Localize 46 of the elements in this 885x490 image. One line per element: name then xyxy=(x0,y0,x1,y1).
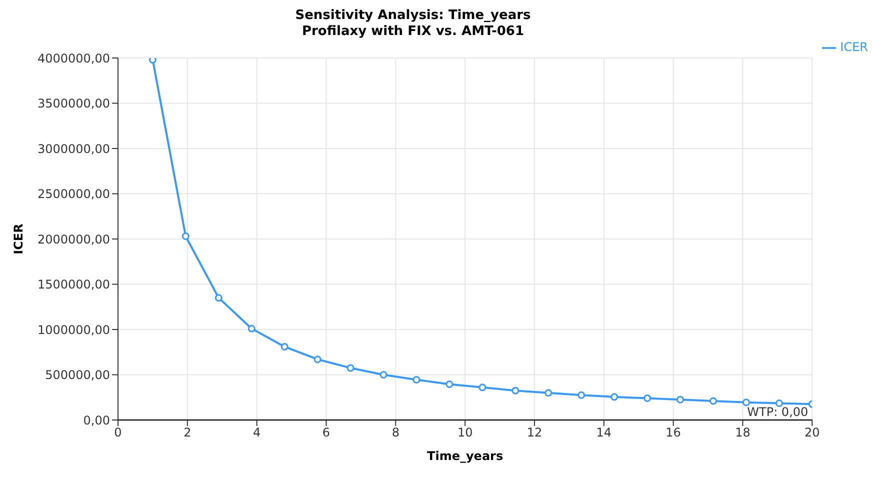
y-axis-title: ICER xyxy=(11,224,26,254)
ref-line-label: WTP: 0,00 xyxy=(747,405,808,419)
point xyxy=(280,342,288,350)
x-tick-label: 18 xyxy=(735,426,750,440)
point xyxy=(346,364,354,372)
y-tick-label: 1500000,00 xyxy=(37,278,110,292)
x-tick-label: 14 xyxy=(596,426,612,440)
x-tick-label: 20 xyxy=(804,426,820,440)
point xyxy=(644,394,652,402)
point xyxy=(512,386,520,394)
point xyxy=(478,384,486,392)
chart-title: Sensitivity Analysis: Time_years xyxy=(294,8,532,24)
x-tick-label: 16 xyxy=(666,426,681,440)
point xyxy=(248,324,256,332)
point xyxy=(709,397,717,405)
point xyxy=(446,380,454,388)
point xyxy=(578,391,586,399)
x-tick-label: 0 xyxy=(114,426,122,440)
x-tick-label: 10 xyxy=(457,426,473,440)
x-axis-title: Time_years xyxy=(427,449,504,463)
point xyxy=(182,232,190,240)
point xyxy=(742,398,750,406)
x-tick-label: 4 xyxy=(253,426,261,440)
x-tick-label: 6 xyxy=(322,426,330,440)
x-tick-label: 8 xyxy=(392,426,400,440)
point xyxy=(214,294,222,302)
point xyxy=(775,400,783,408)
y-tick-label: 0,00 xyxy=(83,413,110,428)
point xyxy=(148,58,156,64)
y-tick-label: 1000000,00 xyxy=(37,322,110,337)
y-tick-label: 3000000,00 xyxy=(37,142,110,156)
point xyxy=(412,376,420,384)
point xyxy=(610,393,618,401)
legend-label: ICER xyxy=(840,40,868,54)
chart-subtitle: Profilaxy with FIX vs. AMT-061 xyxy=(300,24,525,40)
point xyxy=(314,356,322,364)
point xyxy=(676,396,684,404)
y-tick-label: 2500000,00 xyxy=(37,187,110,202)
x-tick-label: 2 xyxy=(184,426,192,440)
y-tick-label: 3500000,00 xyxy=(37,96,110,111)
y-tick-label: 4000000,00 xyxy=(37,51,110,66)
y-tick-label: 500000,00 xyxy=(45,368,110,382)
x-tick-label: 12 xyxy=(526,426,542,440)
y-tick-label: 2000000,00 xyxy=(37,232,110,246)
point xyxy=(544,389,552,397)
point xyxy=(380,371,388,378)
